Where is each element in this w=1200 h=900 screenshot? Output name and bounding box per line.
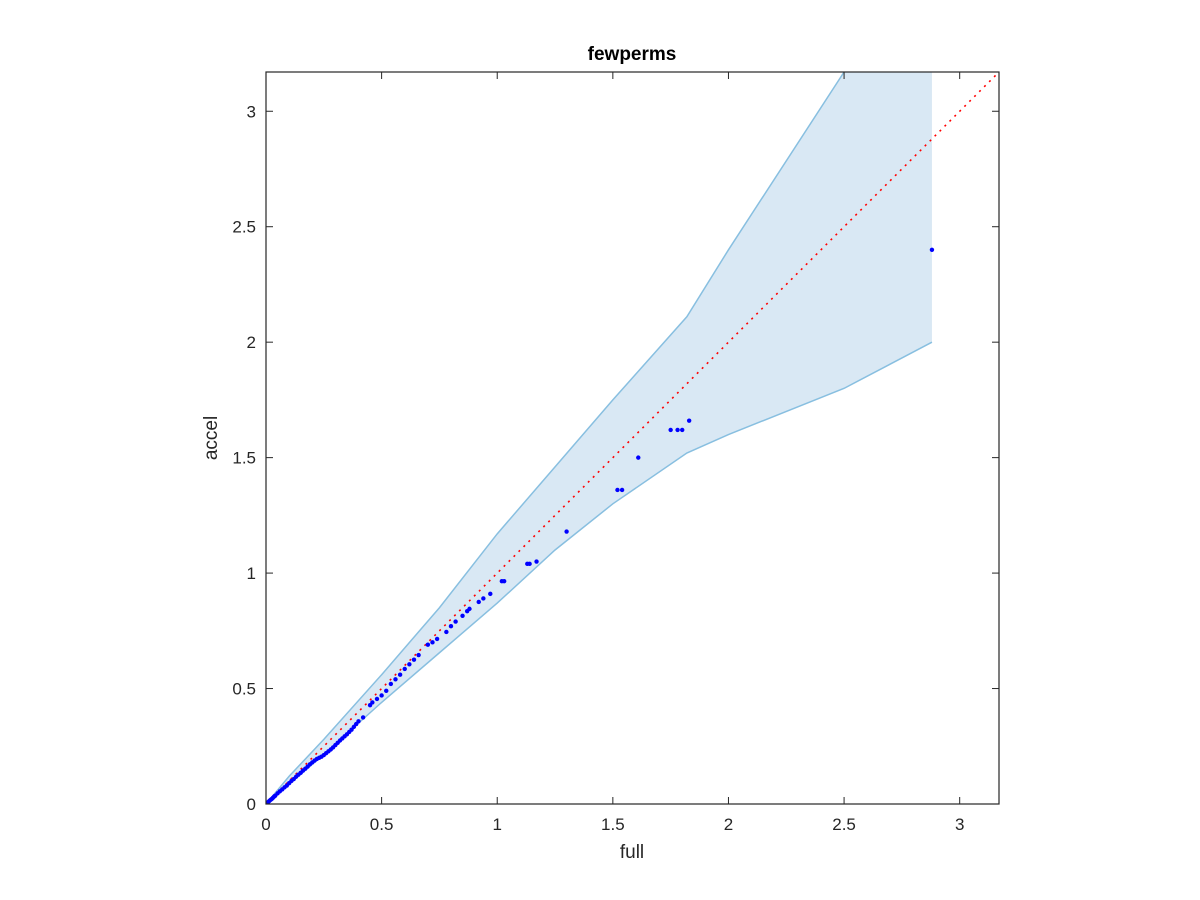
data-point: [370, 700, 375, 705]
axes: 0 0.5 1 1.5 2 2.5 3 0 0.5 1 1.5 2 2.5 3: [232, 71, 1000, 834]
data-point: [407, 662, 412, 667]
y-tick-label: 1.5: [232, 449, 256, 468]
data-point: [430, 640, 435, 645]
data-point: [488, 591, 493, 597]
confidence-band: [266, 72, 933, 804]
data-point: [619, 487, 625, 493]
data-point: [388, 681, 394, 687]
data-point: [374, 696, 380, 702]
x-axis-label: full: [620, 842, 644, 863]
y-tick-label: 3: [247, 102, 256, 121]
data-point: [402, 666, 407, 672]
data-point: [675, 427, 680, 433]
data-point: [564, 529, 569, 534]
x-tick-label: 0.5: [370, 815, 394, 834]
data-point: [686, 418, 692, 423]
x-tick-label: 0: [261, 815, 270, 834]
data-point: [356, 719, 361, 724]
data-point: [501, 578, 507, 584]
y-axis-label: accel: [201, 416, 222, 460]
data-point: [444, 629, 449, 635]
plot-frame: [265, 71, 1000, 805]
data-point: [434, 636, 440, 642]
x-tick-label: 2.5: [832, 815, 856, 834]
data-point: [481, 596, 486, 601]
y-tick-label: 1: [247, 564, 256, 583]
y-tick-label: 0: [247, 795, 256, 814]
data-point: [929, 247, 935, 253]
band-fill: [266, 72, 932, 804]
data-point: [397, 672, 403, 677]
data-point: [668, 427, 673, 433]
band-upper-edge: [266, 72, 845, 804]
data-point: [453, 619, 458, 624]
data-point: [460, 613, 465, 619]
band-lower-edge: [266, 341, 933, 804]
x-tick-label: 1.5: [601, 815, 625, 834]
data-points: [266, 247, 935, 804]
data-point: [476, 599, 481, 605]
data-point: [448, 623, 454, 629]
data-point: [411, 657, 417, 662]
x-tick-label: 3: [955, 815, 964, 834]
x-tick-label: 2: [724, 815, 733, 834]
data-point: [467, 606, 472, 612]
data-point: [360, 715, 366, 720]
data-point: [425, 642, 431, 647]
data-point: [680, 427, 685, 433]
data-point: [534, 559, 539, 564]
data-point: [384, 688, 389, 694]
data-point: [416, 652, 421, 658]
x-tick-label: 1: [492, 815, 501, 834]
chart-title: fewperms: [588, 44, 677, 65]
y-tick-label: 0.5: [232, 680, 256, 699]
y-tick-label: 2.5: [232, 218, 256, 237]
data-point: [393, 677, 398, 682]
data-point: [615, 487, 620, 493]
data-point: [527, 561, 532, 567]
data-point: [636, 455, 641, 460]
y-tick-label: 2: [247, 333, 256, 352]
data-point: [379, 693, 384, 698]
